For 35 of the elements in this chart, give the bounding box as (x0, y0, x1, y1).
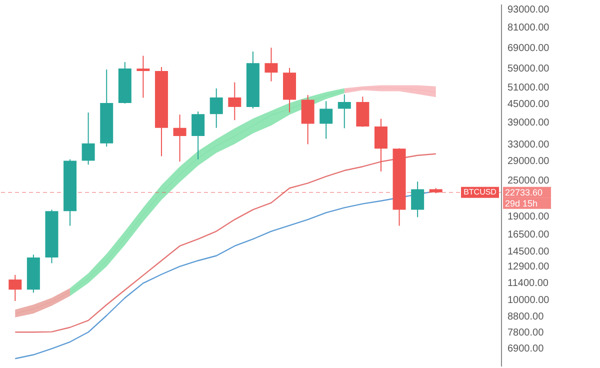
y-tick-label: 59000.00 (508, 64, 550, 75)
text: 22733.60 (505, 187, 543, 198)
line-series (14, 153, 436, 333)
y-tick-label: 81000.00 (508, 22, 550, 34)
y-tick-label: 33000.00 (508, 139, 550, 150)
y-tick-label: 51000.00 (508, 82, 550, 94)
y-tick-label: 11400.00 (508, 278, 549, 289)
y-tick-label: 69000.00 (508, 43, 550, 54)
y-tick-label: 93000.00 (508, 4, 550, 16)
candlestick (264, 47, 278, 82)
text: 29d 15h (505, 198, 538, 208)
y-tick-label: 29000.00 (508, 156, 550, 168)
candlestick (228, 82, 242, 121)
y-tick-label: 7800.00 (508, 327, 544, 338)
candlestick (210, 88, 223, 128)
candlestick (173, 114, 186, 162)
ref-line-label: BTCUSD (464, 187, 497, 196)
y-tick-label: 16500.00 (508, 230, 550, 241)
y-tick-label: 25000.00 (508, 176, 550, 187)
y-tick-label: 19000.00 (508, 211, 550, 222)
y-tick-label: 39000.00 (508, 118, 550, 129)
y-tick-label: 45000.00 (508, 98, 550, 110)
candlestick (374, 118, 388, 172)
candlestick (192, 110, 205, 160)
candlestick (8, 274, 22, 302)
candlestick (82, 112, 95, 166)
y-tick-label: 12900.00 (508, 262, 550, 273)
y-tick-label: 10000.00 (508, 294, 550, 306)
y-tick-label: 14500.00 (508, 246, 550, 258)
candlestick (136, 55, 150, 98)
candlestick (411, 181, 424, 218)
y-tick-label: 6900.00 (508, 343, 544, 354)
candlestick (320, 100, 333, 140)
y-tick-label: 8800.00 (508, 312, 544, 323)
candlestick (338, 94, 351, 129)
